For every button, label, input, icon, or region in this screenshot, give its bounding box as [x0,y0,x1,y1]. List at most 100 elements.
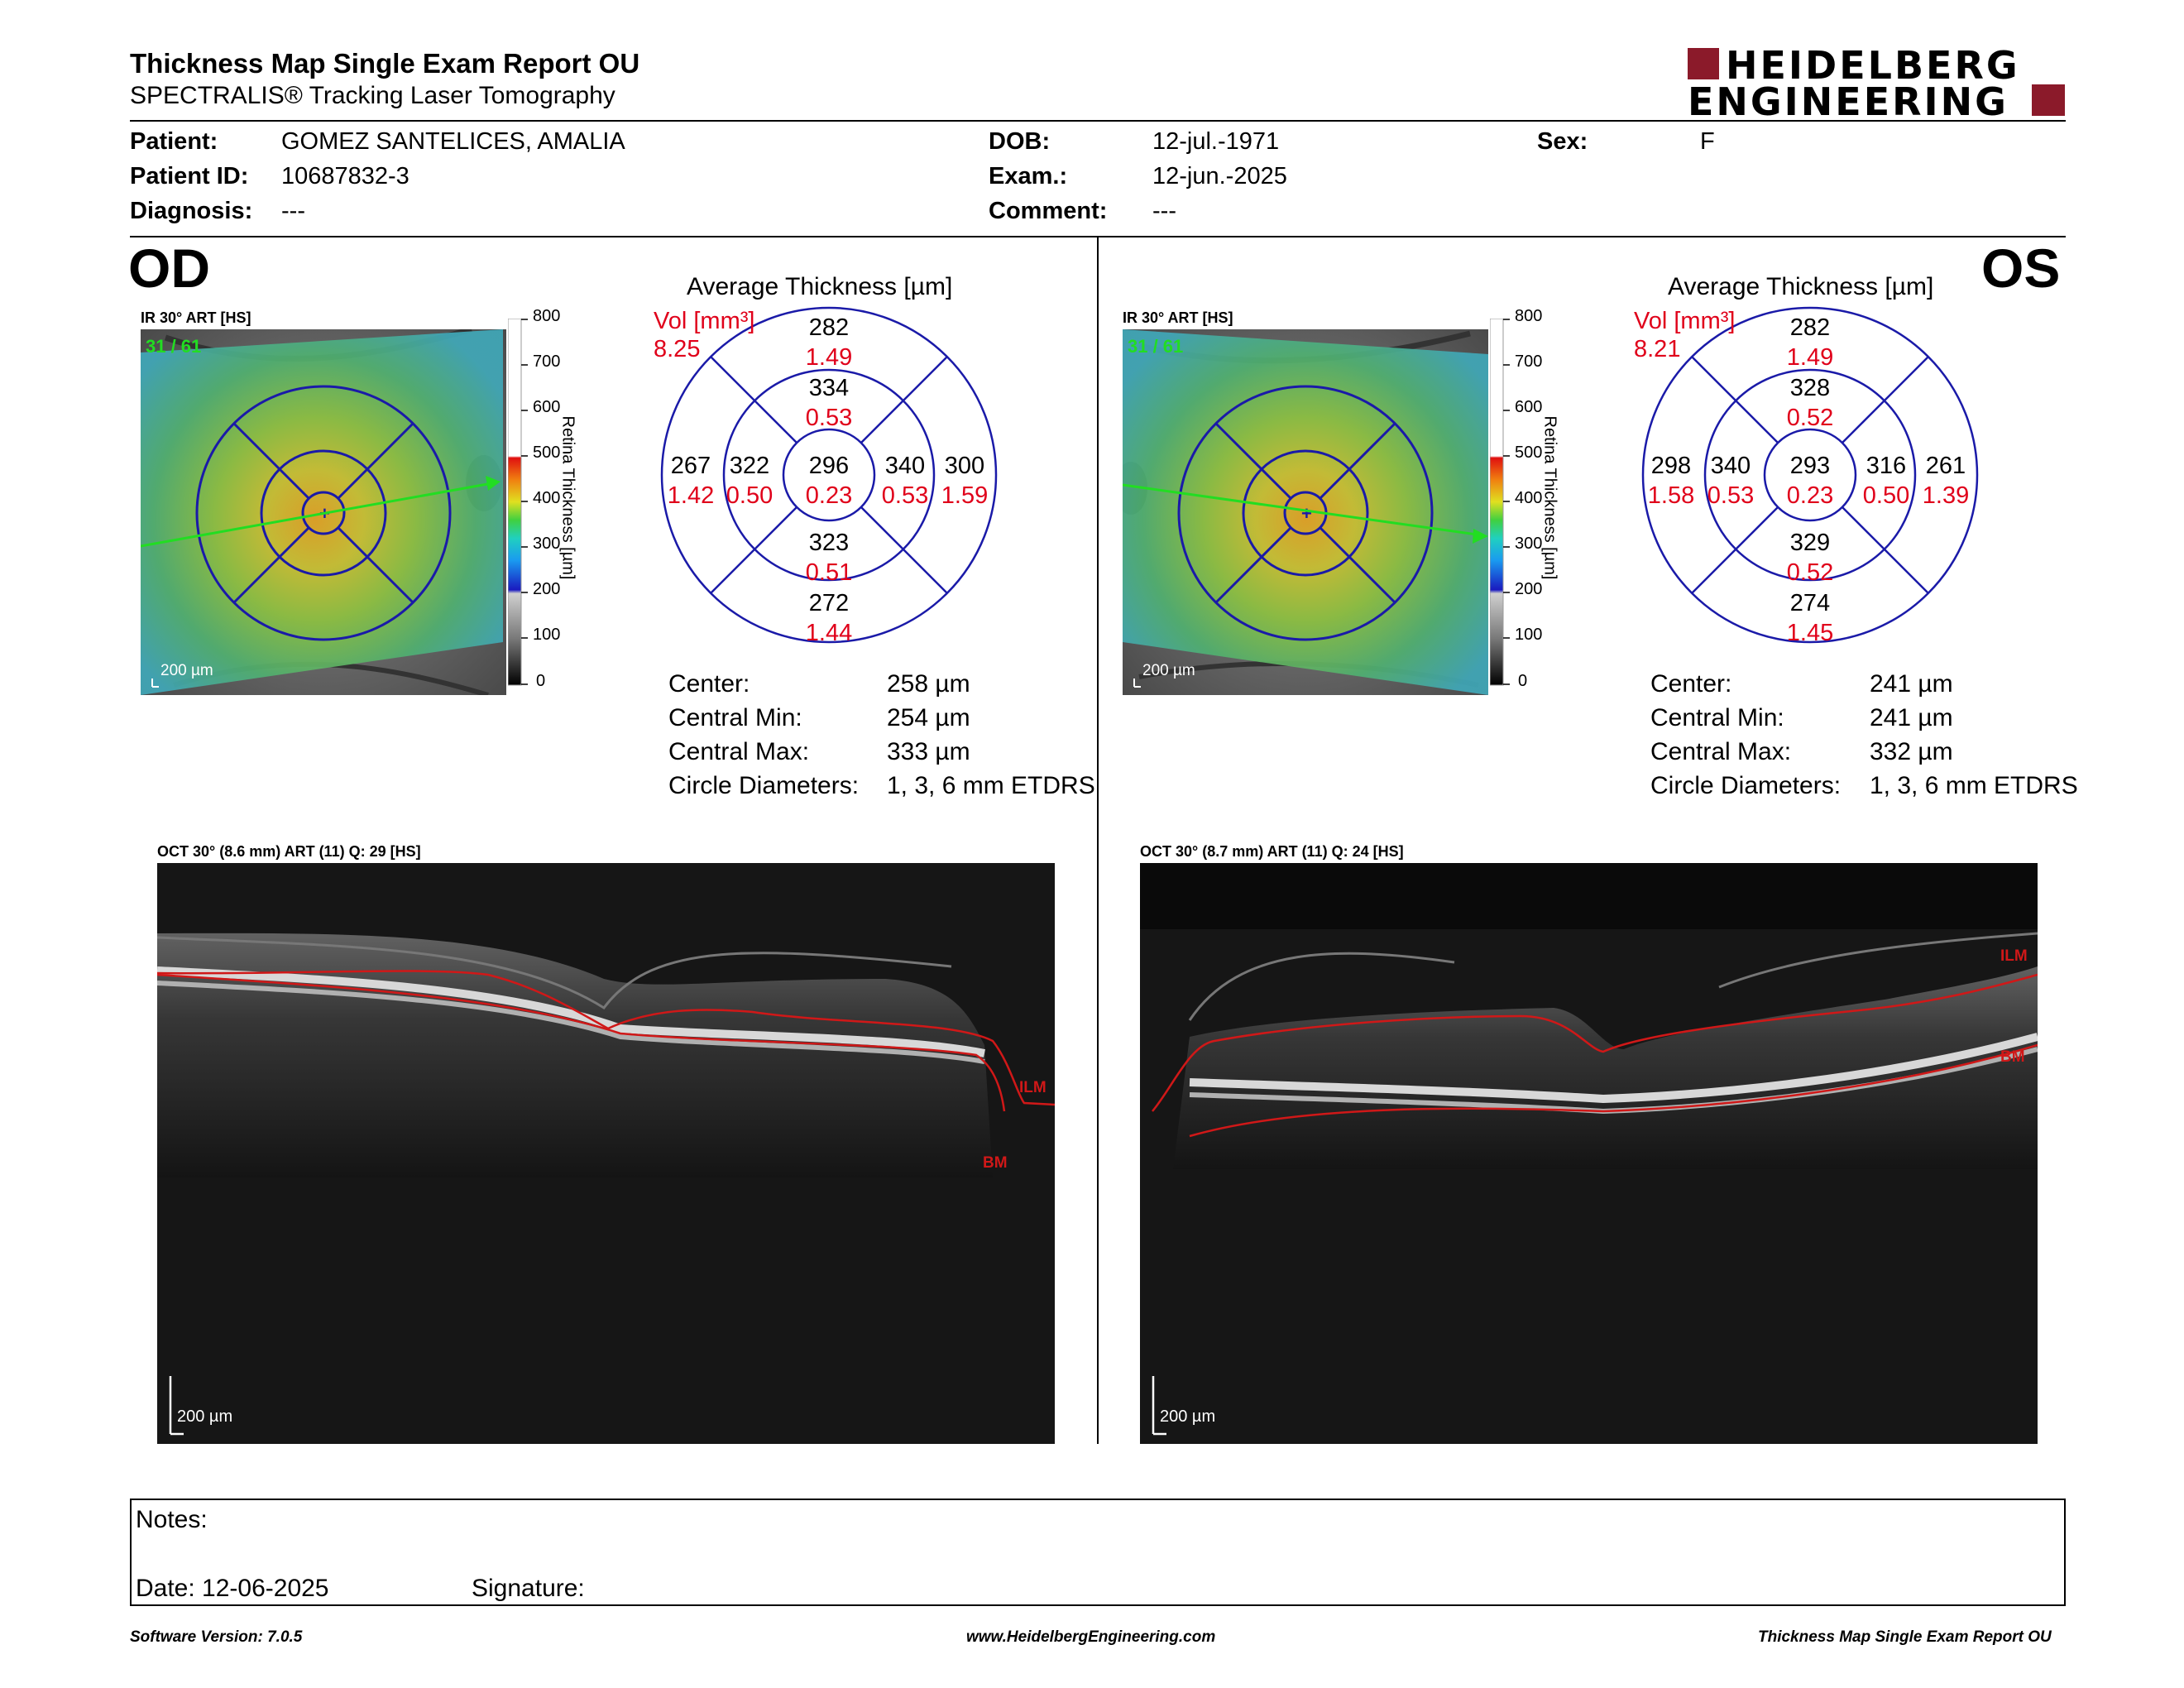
od-outer-top: 282 1.49 [796,313,862,372]
os-bm-label: BM [2000,1048,2025,1066]
os-ilm-label: ILM [2000,947,2028,965]
scale-tick: 600 [533,398,561,416]
dob-value: 12-jul.-1971 [1152,128,1280,155]
od-inner-right: 340 0.53 [876,451,934,511]
thickness-value: 323 [808,530,850,556]
od-center-value: 258 µm [887,670,970,698]
os-ir-scalebar: 200 µm [1142,662,1195,679]
patient-label: Patient: [130,128,218,155]
od-fundus-image: + 31 / 61 200 µm [140,326,506,698]
od-outer-left: 267 1.42 [662,451,720,511]
volume-value: 1.49 [1786,344,1834,371]
volume-value: 0.53 [881,482,929,509]
patient-divider [130,236,2066,237]
os-outer-right: 261 1.39 [1917,451,1975,511]
os-vol-value: 8.21 [1634,336,1681,362]
thickness-value: 282 [1789,314,1831,341]
thickness-value: 282 [808,314,850,341]
header-divider [130,120,2066,122]
thickness-value: 340 [1710,453,1751,479]
thickness-value: 274 [1789,590,1831,616]
od-outer-right: 300 1.59 [936,451,994,511]
os-outer-bottom: 274 1.45 [1777,588,1843,648]
thickness-value: 296 [808,453,850,479]
od-max-label: Central Max: [668,738,810,765]
volume-value: 1.42 [667,482,715,509]
os-inner-right: 316 0.50 [1857,451,1915,511]
thickness-value: 329 [1789,530,1831,556]
volume-value: 0.23 [805,482,853,509]
os-center-label: Center: [1650,670,1732,698]
volume-value: 0.50 [1862,482,1910,509]
thickness-value: 316 [1866,453,1907,479]
volume-value: 0.53 [1707,482,1755,509]
notes-label: Notes: [136,1506,208,1533]
thickness-value: 322 [729,453,770,479]
scale-tick: 500 [1515,444,1543,462]
os-eye-label: OS [1981,237,2061,299]
scale-tick: 400 [533,489,561,507]
scale-tick: 0 [1518,672,1528,690]
diagnosis-value: --- [281,198,305,224]
od-diam-value: 1, 3, 6 mm ETDRS [887,772,1095,799]
logo-red-square [1688,48,1719,79]
volume-value: 1.45 [1786,620,1834,646]
thickness-value: 293 [1789,453,1831,479]
scale-tick: 500 [533,444,561,462]
signature-label: Signature: [472,1575,585,1602]
thickness-value: 340 [884,453,926,479]
od-ir-label: IR 30° ART [HS] [141,309,251,326]
patient-name: GOMEZ SANTELICES, AMALIA [281,128,625,155]
svg-text:+: + [1301,503,1312,524]
footer-report-name: Thickness Map Single Exam Report OU [1758,1628,2052,1646]
od-vol-label: Vol [mm³] [654,308,755,334]
sex-value: F [1700,128,1715,155]
scale-tick: 200 [533,580,561,598]
volume-value: 1.44 [805,620,853,646]
volume-value: 0.51 [805,559,853,586]
od-inner-top: 334 0.53 [796,373,862,433]
comment-value: --- [1152,198,1176,224]
scale-tick: 600 [1515,398,1543,416]
thickness-value: 261 [1925,453,1966,479]
volume-value: 0.23 [1786,482,1834,509]
exam-label: Exam.: [989,163,1068,189]
od-color-scale [507,318,591,687]
od-max-value: 333 µm [887,738,970,765]
scale-tick: 700 [1515,352,1543,371]
od-bm-label: BM [983,1154,1008,1172]
notes-box [130,1499,2066,1606]
scale-tick: 700 [533,352,561,371]
os-fundus-image: + 31 / 61 200 µm [1114,329,1488,695]
volume-value: 1.58 [1647,482,1695,509]
os-diam-label: Circle Diameters: [1650,772,1842,799]
logo-line-1: HEIDELBERG [1726,43,2020,88]
patient-id: 10687832-3 [281,163,410,189]
od-vol-value: 8.25 [654,336,701,362]
od-center-label: Center: [668,670,750,698]
thickness-value: 267 [670,453,711,479]
comment-label: Comment: [989,198,1108,224]
scale-tick: 400 [1515,489,1543,507]
od-inner-left: 322 0.50 [721,451,778,511]
website-link[interactable]: www.HeidelbergEngineering.com [966,1628,1216,1646]
od-min-label: Central Min: [668,704,802,731]
os-inner-top: 328 0.52 [1777,373,1843,433]
diagnosis-label: Diagnosis: [130,198,253,224]
scale-tick: 100 [1515,626,1543,644]
os-vol-label: Vol [mm³] [1634,308,1736,334]
os-min-value: 241 µm [1870,704,1953,731]
scale-tick: 800 [533,307,561,325]
os-diam-value: 1, 3, 6 mm ETDRS [1870,772,2078,799]
od-art-count: 31 / 61 [146,336,201,357]
scale-tick: 300 [533,535,561,553]
od-outer-bottom: 272 1.44 [796,588,862,648]
os-outer-left: 298 1.58 [1642,451,1700,511]
scale-tick: 100 [533,626,561,644]
thickness-value: 334 [808,375,850,401]
os-inner-bottom: 329 0.52 [1777,528,1843,587]
report-subtitle: SPECTRALIS® Tracking Laser Tomography [130,82,615,109]
od-center: 296 0.23 [796,451,862,511]
volume-value: 0.50 [726,482,774,509]
volume-value: 1.49 [805,344,853,371]
